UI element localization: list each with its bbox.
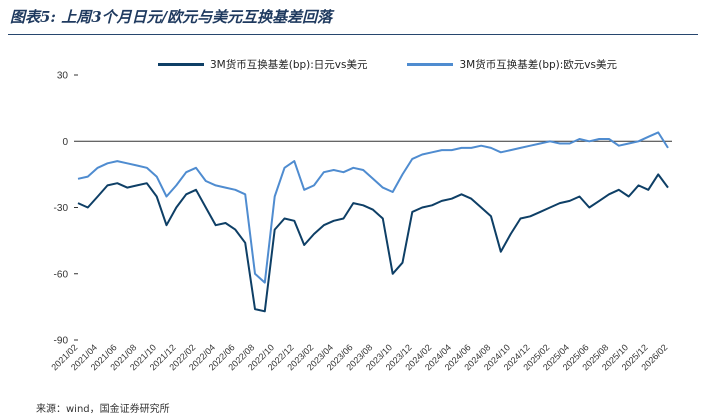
y-axis: 30 0 -30 -60 -90	[54, 71, 78, 347]
legend-swatch-jpy	[158, 63, 204, 66]
legend-swatch-eur	[407, 63, 454, 66]
legend-label-jpy: 3M货币互换基差(bp):日元vs美元	[210, 59, 368, 71]
chart-legend: 3M货币互换基差(bp):日元vs美元 3M货币互换基差(bp):欧元vs美元	[158, 57, 617, 72]
y-tick-label: 0	[62, 137, 68, 148]
legend-item-eur: 3M货币互换基差(bp):欧元vs美元	[407, 57, 617, 72]
y-tick-label: 30	[57, 71, 69, 82]
y-tick-label: -60	[54, 269, 69, 280]
x-tick-labels: 2021/022021/042021/062021/082021/102021/…	[49, 342, 669, 372]
series-line-eur	[77, 131, 669, 284]
legend-item-jpy: 3M货币互换基差(bp):日元vs美元	[158, 57, 367, 72]
figure-title: 图表5: 上周3个月日元/欧元与美元互换基差回落	[10, 8, 333, 26]
source-note: 来源：wind，国金证券研究所	[36, 404, 170, 415]
series-layer	[77, 131, 669, 313]
y-tick-label: -90	[54, 336, 69, 347]
legend-label-eur: 3M货币互换基差(bp):欧元vs美元	[459, 59, 617, 71]
title-rule	[8, 34, 698, 35]
series-line-jpy	[77, 173, 669, 313]
y-tick-label: -30	[54, 203, 69, 214]
